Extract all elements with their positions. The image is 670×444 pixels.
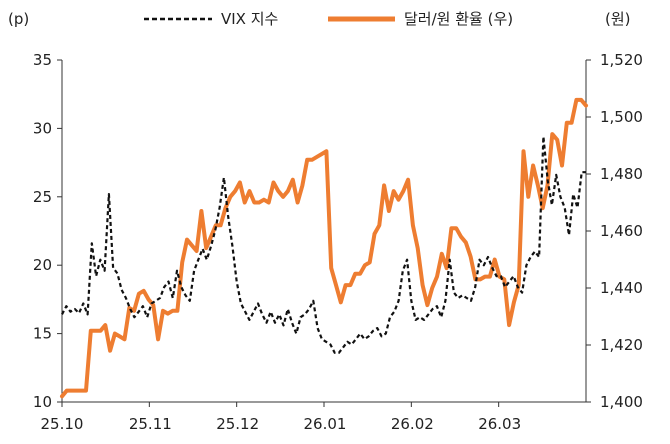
left-tick-label: 20 (33, 256, 52, 274)
right-tick-label: 1,500 (600, 108, 643, 126)
x-tick-label: 25.11 (129, 415, 172, 433)
x-tick-label: 26.01 (304, 415, 347, 433)
right-axis: 1,400 1,420 1,440 1,460 1,480 1,500 1,520 (585, 51, 643, 411)
x-tick-label: 26.02 (391, 415, 434, 433)
legend-label-vix: VIX 지수 (221, 10, 278, 28)
right-tick-label: 1,400 (600, 393, 643, 411)
x-axis: 25.10 25.11 25.12 26.01 26.02 26.03 (41, 401, 586, 433)
left-axis-unit: (p) (8, 10, 29, 28)
legend-label-usdkrw: 달러/원 환율 (우) (404, 10, 513, 28)
right-tick-label: 1,480 (600, 165, 643, 183)
legend: VIX 지수 달러/원 환율 (우) (144, 10, 513, 28)
right-tick-label: 1,440 (600, 279, 643, 297)
series-layer (60, 97, 588, 399)
left-tick-label: 30 (33, 119, 52, 137)
right-tick-label: 1,520 (600, 51, 643, 69)
x-tick-label: 25.12 (216, 415, 259, 433)
x-tick-label: 26.03 (478, 415, 521, 433)
right-axis-unit: (원) (605, 10, 631, 28)
left-axis: 10 15 20 25 30 35 (33, 51, 63, 411)
series-usdkrw-line (60, 97, 588, 399)
series-vix-line (61, 135, 586, 354)
left-tick-label: 25 (33, 188, 52, 206)
left-tick-label: 15 (33, 325, 52, 343)
left-tick-label: 10 (33, 393, 52, 411)
left-tick-label: 35 (33, 51, 52, 69)
right-tick-label: 1,460 (600, 222, 643, 240)
x-tick-label: 25.10 (41, 415, 84, 433)
right-tick-label: 1,420 (600, 336, 643, 354)
